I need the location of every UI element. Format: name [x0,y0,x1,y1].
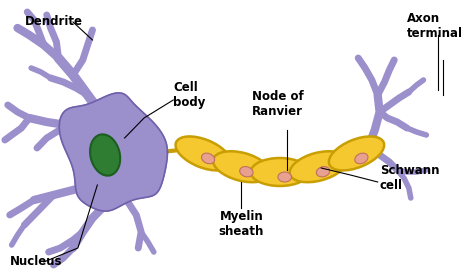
Ellipse shape [240,166,253,177]
Text: Node of
Ranvier: Node of Ranvier [252,90,303,118]
Ellipse shape [329,137,384,170]
Ellipse shape [175,137,231,170]
Ellipse shape [355,153,368,164]
Text: Nucleus: Nucleus [10,255,62,268]
Ellipse shape [316,166,330,177]
Ellipse shape [278,172,292,182]
Text: Cell
body: Cell body [173,81,206,109]
Ellipse shape [201,153,215,164]
Ellipse shape [213,151,270,182]
Text: Myelin
sheath: Myelin sheath [219,210,264,238]
Text: Schwann
cell: Schwann cell [380,164,439,192]
Polygon shape [59,93,167,211]
Ellipse shape [90,134,120,176]
Text: Axon
terminal: Axon terminal [407,12,463,40]
Ellipse shape [251,158,309,186]
Ellipse shape [290,151,346,182]
Text: Dendrite: Dendrite [25,15,82,28]
